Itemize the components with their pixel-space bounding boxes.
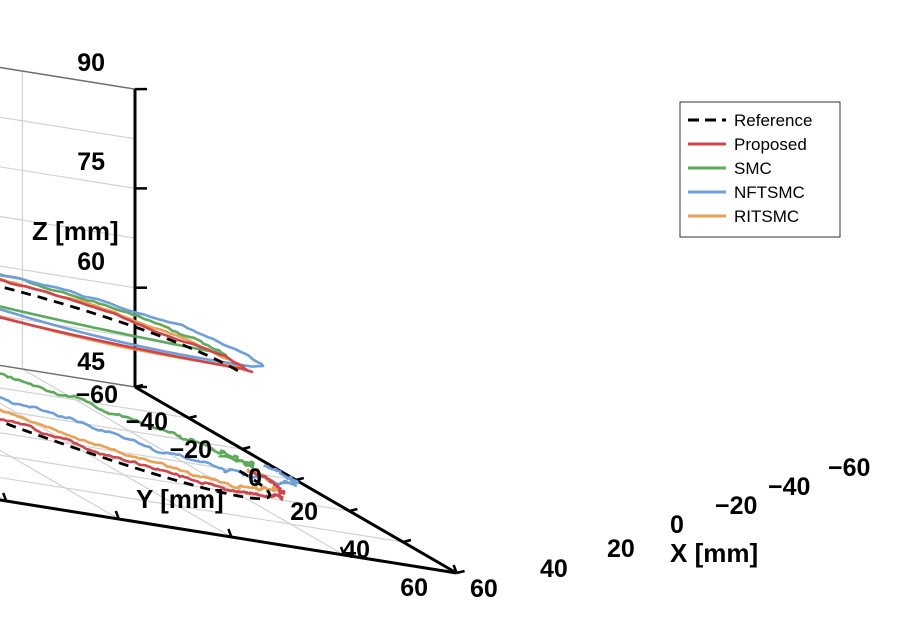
- y-tick-mark: [188, 414, 197, 420]
- x-tick-label: 60: [470, 575, 498, 603]
- x-tick-mark: [114, 510, 120, 520]
- y-tick-mark: [241, 445, 251, 451]
- y-tick-label: 60: [400, 574, 428, 602]
- grid-line: [0, 116, 136, 140]
- y-tick-mark: [295, 476, 305, 482]
- y-axis-title: Y [mm]: [136, 484, 224, 514]
- grid: [0, 66, 457, 574]
- series-line-reference: [0, 285, 272, 501]
- x-tick-mark: [227, 528, 233, 538]
- grid-line: [0, 265, 136, 289]
- z-tick-label: 45: [77, 348, 105, 376]
- legend-label-smc: SMC: [734, 159, 772, 178]
- x-tick-label: 0: [670, 511, 684, 539]
- y-tick-label: −60: [76, 381, 118, 409]
- legend-label-nftsmc: NFTSMC: [734, 183, 805, 202]
- series-line-proposed: [0, 278, 286, 501]
- grid-line: [0, 496, 7, 502]
- x-axis-line: [0, 498, 457, 575]
- y-tick-mark: [134, 383, 144, 389]
- x-tick-label: 20: [607, 535, 635, 563]
- legend-label-reference: Reference: [734, 111, 812, 130]
- y-tick-label: 0: [248, 464, 262, 492]
- y-tick-label: −40: [126, 408, 168, 436]
- z-axis-title: Z [mm]: [32, 216, 119, 246]
- legend: Reference Proposed SMC NFTSMC RITSMC: [679, 101, 841, 238]
- z-tick-label: 75: [77, 148, 105, 176]
- x-tick-label: 40: [540, 555, 568, 583]
- series-group: [0, 273, 300, 501]
- x-tick-label: −20: [715, 492, 757, 520]
- y-tick-label: −20: [170, 436, 212, 464]
- z-axis-ticks: 90 75 60 45: [77, 49, 105, 376]
- box-edge: [0, 364, 136, 388]
- legend-label-ritsmc: RITSMC: [734, 207, 799, 226]
- x-axis-title: X [mm]: [670, 538, 758, 568]
- grid-line: [0, 476, 404, 543]
- x-tick-mark: [339, 546, 346, 556]
- x-tick-label: −40: [768, 473, 810, 501]
- y-tick-mark: [402, 538, 412, 544]
- x-tick-mark: [2, 492, 8, 502]
- x-tick-label: −60: [828, 454, 870, 482]
- grid-line: [0, 315, 136, 338]
- z-tick-label: 90: [77, 49, 105, 77]
- box-edge: [0, 66, 136, 90]
- grid-line: [0, 166, 136, 189]
- y-axis-ticks: −60 −40 −20 0 20 40 60: [76, 381, 428, 602]
- grid-line: [0, 499, 457, 574]
- x-axis-ticks: 60 40 20 0 −20 −40 −60: [470, 454, 870, 603]
- legend-label-proposed: Proposed: [734, 135, 807, 154]
- x-tick-mark: [452, 564, 458, 574]
- grid-line: [0, 409, 243, 450]
- y-tick-label: 40: [342, 536, 370, 564]
- y-tick-mark: [456, 569, 465, 575]
- grid-line: [0, 66, 136, 90]
- grid-line: [0, 215, 136, 239]
- y-tick-mark: [349, 507, 358, 513]
- series-line-smc: [0, 273, 255, 470]
- y-tick-label: 20: [290, 498, 318, 526]
- z-tick-label: 60: [77, 248, 105, 276]
